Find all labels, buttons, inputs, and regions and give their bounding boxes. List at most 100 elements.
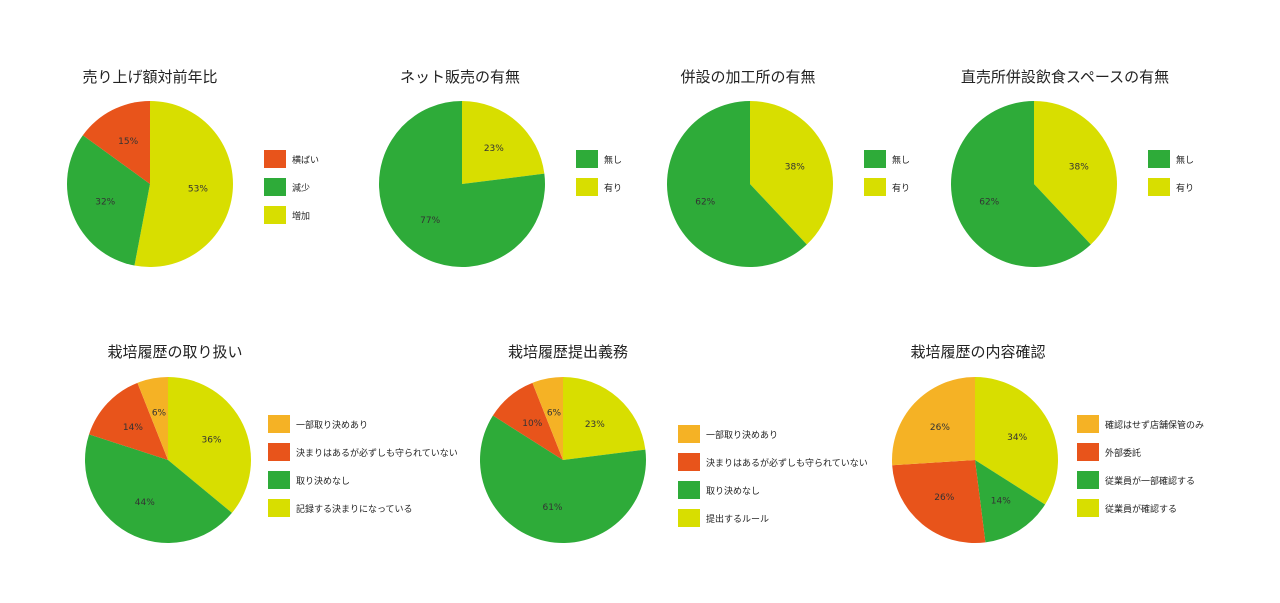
- legend-swatch: [1077, 471, 1099, 489]
- slice-percent-label: 61%: [542, 503, 562, 513]
- legend-swatch: [268, 443, 290, 461]
- legend-label: 決まりはあるが必ずしも守られていない: [296, 448, 458, 459]
- legend-label: 提出するルール: [706, 514, 770, 525]
- pie-slice: [750, 101, 833, 245]
- legend-label: 一部取り決めあり: [706, 430, 779, 441]
- legend-item: 増加: [264, 206, 319, 224]
- slice-percent-label: 6%: [547, 409, 562, 419]
- slice-percent-label: 44%: [135, 498, 155, 508]
- chart-title: 栽培履歴提出義務: [507, 343, 628, 361]
- legend-item: 提出するルール: [678, 509, 868, 527]
- legend-label: 一部取り決めあり: [296, 420, 369, 431]
- slice-percent-label: 23%: [484, 144, 504, 154]
- legend-item: 記録する決まりになっている: [268, 499, 458, 517]
- legend-swatch: [678, 481, 700, 499]
- pie-slice: [532, 377, 563, 460]
- legend-label: 有り: [892, 183, 911, 194]
- chart-legend: 横ばい 減少 増加: [264, 150, 319, 234]
- legend-item: 決まりはあるが必ずしも守られていない: [678, 453, 868, 471]
- pie-chart: 53% 32% 15%: [67, 101, 233, 267]
- pie-slice: [1034, 101, 1117, 245]
- chart-title: 売り上げ額対前年比: [82, 68, 218, 86]
- slice-percent-label: 62%: [695, 198, 715, 208]
- legend-swatch: [678, 509, 700, 527]
- legend-item: 横ばい: [264, 150, 319, 168]
- legend-swatch: [864, 150, 886, 168]
- legend-swatch: [678, 425, 700, 443]
- slice-percent-label: 23%: [585, 420, 605, 430]
- pie-slice: [84, 434, 232, 543]
- pie-slice: [892, 377, 975, 466]
- pie-slice: [975, 377, 1058, 505]
- pie-slice: [492, 382, 563, 460]
- legend-label: 無し: [604, 155, 623, 166]
- legend-swatch: [264, 150, 286, 168]
- pie-chart: 38% 62%: [667, 101, 833, 267]
- pie-slice: [667, 101, 807, 267]
- chart-legend: 確認はせず店舗保管のみ 外部委託従業員が一部確認する 従業員が確認する: [1077, 415, 1204, 527]
- pie-chart: 36% 44% 14% 6%: [84, 377, 251, 543]
- slice-percent-label: 36%: [202, 436, 222, 446]
- pie-chart: 23% 77%: [379, 101, 545, 267]
- pie-slice: [975, 460, 1046, 543]
- legend-label: 取り決めなし: [706, 486, 761, 497]
- chart-title: 栽培履歴の内容確認: [910, 343, 1046, 361]
- legend-swatch: [576, 150, 598, 168]
- slice-percent-label: 34%: [1007, 433, 1027, 443]
- slice-percent-label: 14%: [991, 497, 1011, 507]
- legend-label: 有り: [604, 183, 623, 194]
- legend-swatch: [864, 178, 886, 196]
- pie-slice: [480, 415, 646, 543]
- slice-percent-label: 14%: [123, 423, 143, 433]
- legend-item: 有り: [1148, 178, 1194, 196]
- legend-label: 確認はせず店舗保管のみ: [1105, 420, 1205, 431]
- chart-legend: 無し有り: [864, 150, 910, 206]
- legend-swatch: [678, 453, 700, 471]
- pie-slice: [379, 101, 545, 267]
- chart-legend: 無し 有り: [1148, 150, 1194, 206]
- legend-label: 記録する決まりになっている: [296, 504, 413, 515]
- slice-percent-label: 53%: [188, 185, 208, 195]
- pie-slice: [462, 101, 545, 184]
- legend-item: 外部委託: [1077, 443, 1204, 461]
- chart-legend: 一部取り決めあり決まりはあるが必ずしも守られていない取り決めなし記録する決まりに…: [268, 415, 458, 527]
- legend-item: 取り決めなし: [268, 471, 458, 489]
- legend-swatch: [1077, 499, 1099, 517]
- legend-swatch: [1077, 415, 1099, 433]
- legend-label: 決まりはあるが必ずしも守られていない: [706, 458, 868, 469]
- legend-swatch: [268, 415, 290, 433]
- legend-item: 確認はせず店舗保管のみ: [1077, 415, 1204, 433]
- legend-item: 従業員が確認する: [1077, 499, 1204, 517]
- legend-swatch: [1148, 178, 1170, 196]
- legend-swatch: [1077, 443, 1099, 461]
- pie-slice: [137, 377, 168, 460]
- legend-label: 増加: [292, 211, 311, 222]
- legend-swatch: [268, 471, 290, 489]
- legend-label: 従業員が確認する: [1105, 504, 1178, 515]
- legend-label: 外部委託: [1105, 448, 1142, 459]
- legend-label: 横ばい: [292, 155, 320, 166]
- legend-item: 無し: [864, 150, 910, 168]
- legend-item: 一部取り決めあり: [678, 425, 868, 443]
- legend-swatch: [264, 206, 286, 224]
- legend-label: 無し: [1176, 155, 1195, 166]
- chart-title: 栽培履歴の取り扱い: [107, 343, 243, 361]
- legend-item: 一部取り決めあり: [268, 415, 458, 433]
- slice-percent-label: 38%: [785, 162, 805, 172]
- legend-label: 有り: [1176, 183, 1195, 194]
- legend-item: 決まりはあるが必ずしも守られていない: [268, 443, 458, 461]
- legend-swatch: [1148, 150, 1170, 168]
- legend-item: 有り: [864, 178, 910, 196]
- legend-label: 減少: [292, 183, 311, 194]
- slice-percent-label: 15%: [118, 137, 138, 147]
- legend-label: 従業員が一部確認する: [1105, 476, 1196, 487]
- legend-item: 無し: [1148, 150, 1194, 168]
- chart-title: ネット販売の有無: [399, 68, 520, 86]
- legend-swatch: [576, 178, 598, 196]
- slice-percent-label: 38%: [1069, 162, 1089, 172]
- pie-slice: [168, 377, 251, 513]
- chart-title: 併設の加工所の有無: [680, 68, 816, 86]
- pie-chart: 34% 14% 26% 26%: [892, 377, 1058, 543]
- legend-swatch: [264, 178, 286, 196]
- slice-percent-label: 26%: [934, 493, 954, 503]
